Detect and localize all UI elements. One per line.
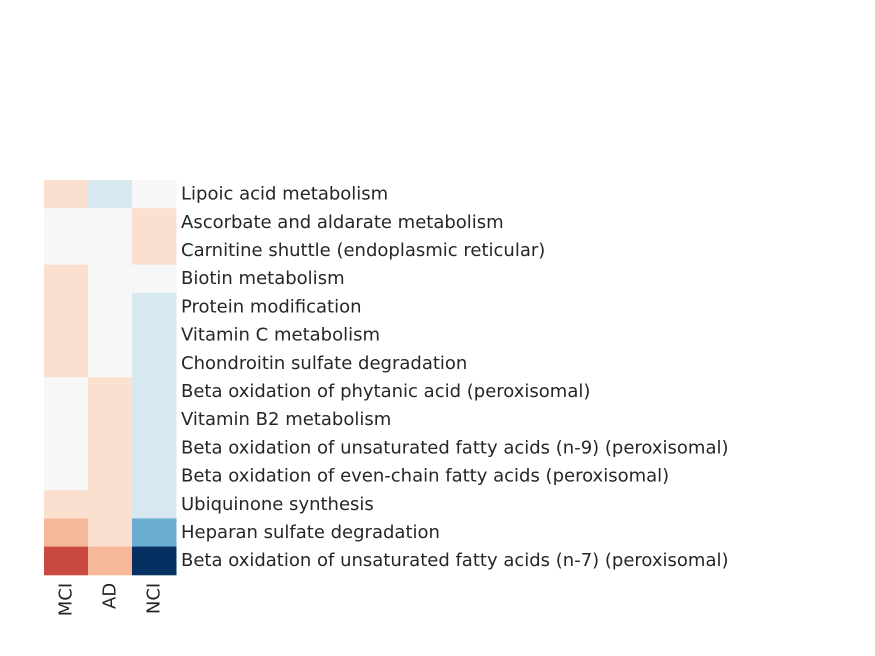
heatmap-cell xyxy=(44,490,89,519)
heatmap-cell xyxy=(132,321,177,350)
column-label: MCI xyxy=(56,583,77,616)
row-label: Heparan sulfate degradation xyxy=(181,522,440,543)
heatmap-cell xyxy=(88,405,133,435)
row-label: Beta oxidation of phytanic acid (peroxis… xyxy=(181,381,590,402)
heatmap-cell xyxy=(88,236,133,266)
heatmap-cell xyxy=(88,490,133,519)
heatmap-cell xyxy=(44,292,89,322)
column-label: NCI xyxy=(144,583,165,614)
column-label: AD xyxy=(100,583,121,609)
row-label: Vitamin C metabolism xyxy=(181,325,380,346)
heatmap-cell xyxy=(44,264,89,294)
heatmap-cell xyxy=(88,180,133,209)
row-label: Beta oxidation of unsaturated fatty acid… xyxy=(181,437,729,458)
row-label: Ascorbate and aldarate metabolism xyxy=(181,212,504,233)
row-label: Beta oxidation of unsaturated fatty acid… xyxy=(181,550,729,571)
heatmap-cell xyxy=(88,208,133,237)
heatmap-cell xyxy=(88,462,133,491)
heatmap-cell xyxy=(132,236,177,266)
heatmap-cell xyxy=(44,462,89,491)
heatmap-cell xyxy=(132,462,177,491)
heatmap-cell xyxy=(44,546,89,576)
heatmap-cell xyxy=(44,377,89,407)
heatmap-cells xyxy=(44,180,177,576)
heatmap-cell xyxy=(44,349,89,378)
heatmap-cell xyxy=(88,377,133,407)
heatmap-cell xyxy=(44,180,89,209)
heatmap-cell xyxy=(88,349,133,378)
heatmap-cell xyxy=(88,321,133,350)
heatmap-cell xyxy=(44,433,89,463)
heatmap-cell xyxy=(132,264,177,294)
row-label: Ubiquinone synthesis xyxy=(181,494,374,515)
heatmap-cell xyxy=(44,405,89,435)
heatmap-cell xyxy=(88,433,133,463)
row-labels: Lipoic acid metabolism Ascorbate and alda… xyxy=(181,184,729,572)
heatmap-cell xyxy=(132,180,177,209)
heatmap-cell xyxy=(132,349,177,378)
heatmap-cell xyxy=(44,518,89,548)
row-label: Vitamin B2 metabolism xyxy=(181,409,391,430)
heatmap-cell xyxy=(44,208,89,237)
heatmap-cell xyxy=(88,546,133,576)
heatmap-cell xyxy=(132,490,177,519)
heatmap-cell xyxy=(88,292,133,322)
row-label: Chondroitin sulfate degradation xyxy=(181,353,467,374)
heatmap-cell xyxy=(44,321,89,350)
row-label: Beta oxidation of even-chain fatty acids… xyxy=(181,466,669,487)
heatmap-cell xyxy=(132,546,177,576)
heatmap-cell xyxy=(88,518,133,548)
heatmap-cell xyxy=(88,264,133,294)
heatmap-cell xyxy=(132,405,177,435)
heatmap-cell xyxy=(132,433,177,463)
heatmap-cell xyxy=(132,208,177,237)
column-labels: MCI AD NCI xyxy=(56,583,165,616)
heatmap-cell xyxy=(132,377,177,407)
heatmap-cell xyxy=(44,236,89,266)
heatmap-cell xyxy=(132,518,177,548)
row-label: Lipoic acid metabolism xyxy=(181,184,388,205)
row-label: Biotin metabolism xyxy=(181,268,345,289)
row-label: Protein modification xyxy=(181,296,362,317)
row-label: Carnitine shuttle (endoplasmic reticular… xyxy=(181,240,545,261)
heatmap-cell xyxy=(132,292,177,322)
